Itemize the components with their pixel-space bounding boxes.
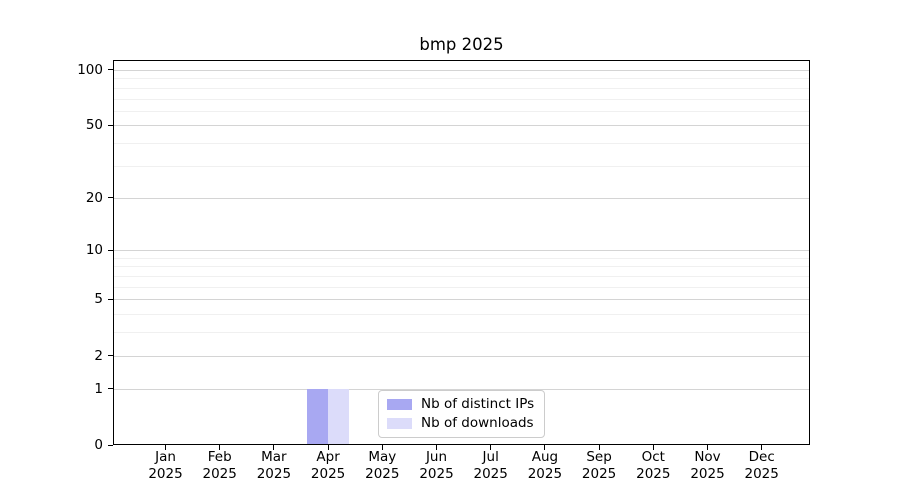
major-gridline [113, 125, 810, 127]
x-tick-year: 2025 [365, 465, 400, 482]
x-tick-month: Apr [316, 449, 340, 465]
x-tick-label: May 2025 [350, 449, 414, 482]
x-tick-month: Aug [531, 449, 559, 465]
x-tick-label: Jul 2025 [459, 449, 523, 482]
x-tick-mark [381, 445, 383, 450]
y-tick-label: 10 [85, 242, 103, 259]
x-tick-label: Apr 2025 [296, 449, 360, 482]
y-tick-label: 2 [94, 347, 103, 364]
x-tick-year: 2025 [419, 465, 454, 482]
x-tick-month: Oct [641, 449, 665, 465]
y-tick-mark [108, 298, 113, 300]
minor-gridline [113, 110, 810, 112]
x-tick-month: Nov [694, 449, 721, 465]
legend: Nb of distinct IPs Nb of downloads [378, 390, 545, 438]
minor-gridline [113, 165, 810, 167]
x-tick-month: Jan [155, 449, 176, 465]
x-tick-year: 2025 [310, 465, 346, 482]
y-tick-mark [108, 388, 113, 390]
x-tick-mark [219, 445, 221, 450]
x-tick-label: Dec 2025 [730, 449, 794, 482]
minor-gridline [113, 98, 810, 100]
x-tick-month: Jun [425, 449, 448, 465]
bar-distinct-ips [307, 388, 329, 445]
minor-gridline [113, 266, 810, 268]
y-tick-label: 5 [94, 291, 103, 308]
minor-gridline [113, 87, 810, 89]
y-tick-mark [108, 197, 113, 198]
x-tick-label: Jun 2025 [405, 449, 469, 482]
chart-title: bmp 2025 [419, 35, 504, 54]
x-tick-month: Feb [207, 449, 232, 465]
y-tick-mark [108, 444, 113, 446]
minor-gridline [113, 286, 810, 288]
plot-area [113, 60, 810, 445]
x-tick-label: Aug 2025 [513, 449, 577, 482]
x-tick-label: Mar 2025 [242, 449, 306, 482]
x-tick-label: Feb 2025 [188, 449, 252, 482]
x-tick-year: 2025 [202, 465, 237, 482]
x-tick-mark [327, 445, 329, 450]
x-tick-mark [652, 445, 654, 450]
x-tick-year: 2025 [148, 465, 183, 482]
x-tick-label: Oct 2025 [621, 449, 685, 482]
y-tick-mark [108, 124, 113, 126]
major-gridline [113, 299, 810, 301]
x-tick-mark [598, 445, 600, 450]
x-tick-mark [490, 445, 492, 450]
minor-gridline [113, 276, 810, 277]
y-tick-mark [108, 355, 113, 357]
x-tick-month: Sep [586, 449, 612, 465]
minor-gridline [113, 257, 810, 259]
x-tick-mark [165, 445, 166, 450]
major-gridline [113, 388, 810, 390]
y-tick-label: 50 [85, 117, 103, 134]
x-tick-mark [436, 445, 437, 450]
x-tick-year: 2025 [744, 465, 779, 482]
major-gridline [113, 355, 810, 357]
legend-entry: Nb of downloads [387, 416, 536, 431]
legend-label: Nb of distinct IPs [421, 396, 535, 412]
x-tick-year: 2025 [527, 465, 563, 482]
x-tick-month: Jul [482, 449, 499, 465]
x-tick-year: 2025 [581, 465, 617, 482]
x-tick-year: 2025 [690, 465, 725, 482]
y-tick-label: 100 [77, 61, 103, 78]
x-tick-mark [761, 445, 763, 450]
y-tick-label: 20 [85, 189, 103, 206]
x-tick-label: Nov 2025 [676, 449, 740, 482]
x-tick-mark [273, 445, 275, 450]
minor-gridline [113, 78, 810, 80]
legend-entry: Nb of distinct IPs [387, 397, 536, 412]
y-tick-label: 0 [94, 437, 103, 453]
x-tick-year: 2025 [636, 465, 671, 482]
major-gridline [113, 197, 810, 199]
major-gridline [113, 250, 810, 252]
minor-gridline [113, 332, 810, 334]
x-tick-label: Sep 2025 [567, 449, 631, 482]
legend-label: Nb of downloads [421, 415, 534, 431]
y-tick-label: 1 [94, 380, 103, 397]
x-tick-month: Dec [748, 449, 775, 465]
y-tick-mark [108, 69, 113, 71]
minor-gridline [113, 314, 810, 316]
y-tick-mark [108, 249, 113, 251]
x-tick-label: Jan 2025 [134, 449, 198, 482]
x-tick-year: 2025 [473, 465, 508, 482]
major-gridline [113, 69, 810, 71]
x-tick-month: May [368, 449, 397, 465]
x-tick-year: 2025 [256, 465, 292, 482]
x-tick-mark [544, 445, 546, 450]
x-tick-month: Mar [261, 449, 287, 465]
minor-gridline [113, 143, 810, 145]
legend-swatch-downloads [387, 418, 412, 429]
x-tick-mark [707, 445, 708, 450]
legend-swatch-distinct-ips [387, 399, 412, 410]
bar-downloads [328, 388, 350, 445]
